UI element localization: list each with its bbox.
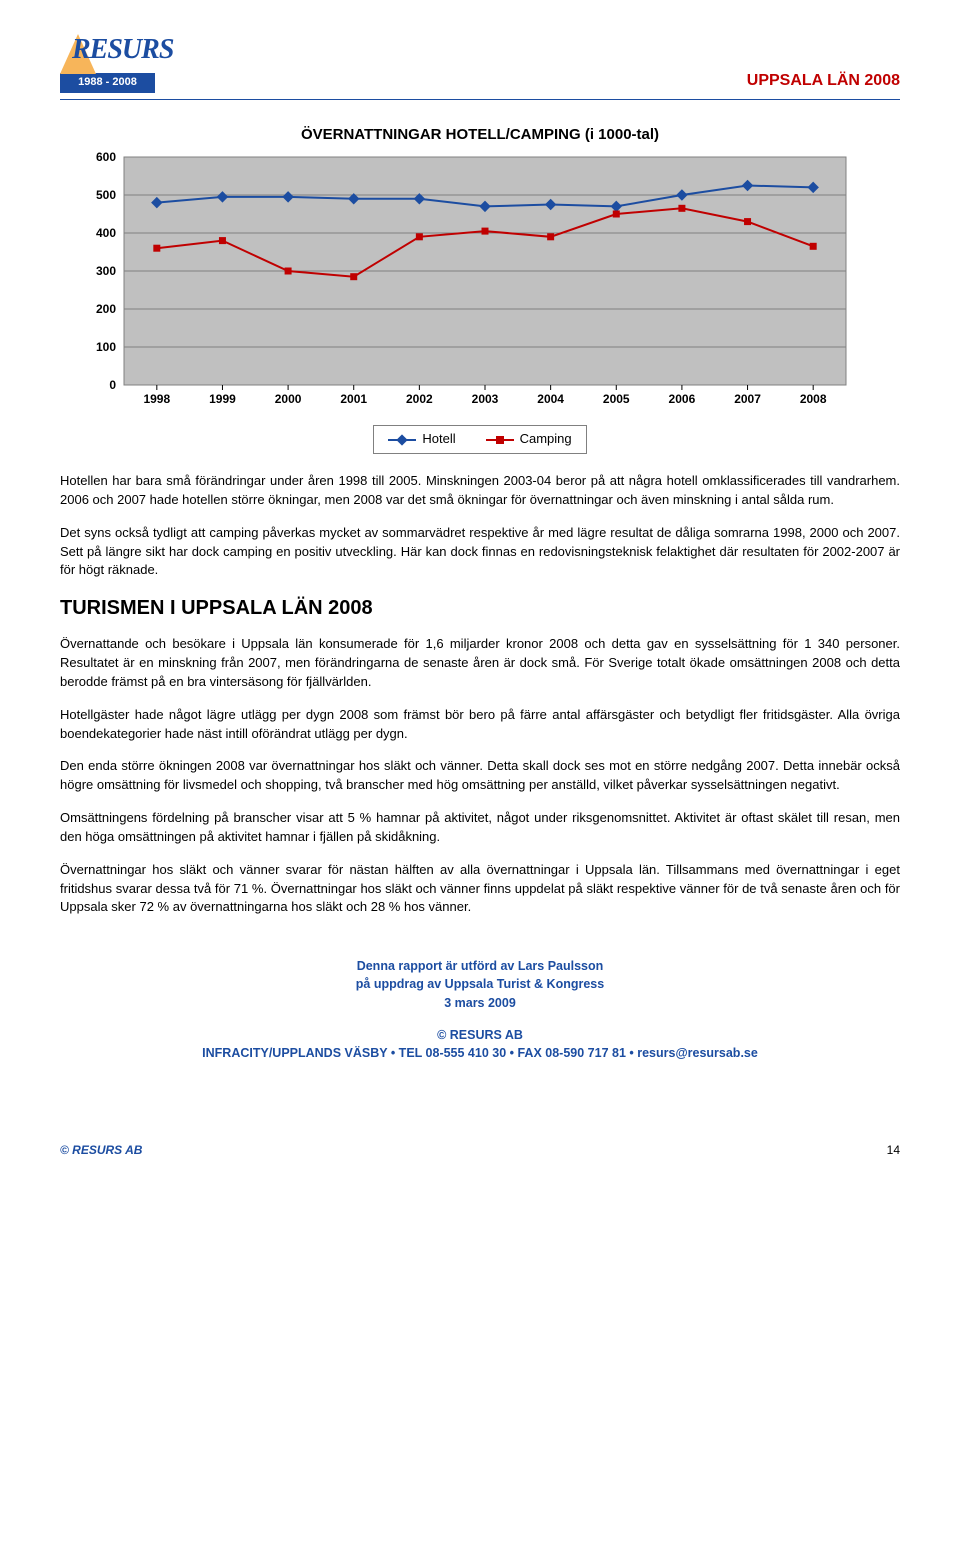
paragraph-7: Övernattningar hos släkt och vänner svar… [60, 861, 900, 918]
paragraph-5: Den enda större ökningen 2008 var överna… [60, 757, 900, 795]
chart-title: ÖVERNATTNINGAR HOTELL/CAMPING (i 1000-ta… [60, 124, 900, 146]
svg-text:400: 400 [96, 226, 116, 240]
svg-text:2002: 2002 [406, 392, 433, 406]
svg-text:1999: 1999 [209, 392, 236, 406]
paragraph-3: Övernattande och besökare i Uppsala län … [60, 635, 900, 692]
credits-line2: på uppdrag av Uppsala Turist & Kongress [60, 975, 900, 993]
header-divider [60, 99, 900, 100]
svg-text:500: 500 [96, 188, 116, 202]
section-title: TURISMEN I UPPSALA LÄN 2008 [60, 594, 900, 623]
svg-text:2006: 2006 [669, 392, 696, 406]
svg-text:2005: 2005 [603, 392, 630, 406]
line-chart-svg: 0 100 200 300 400 500 600 1998 1999 2000 2001 2002 2… [80, 151, 860, 411]
legend-hotell: Hotell [388, 430, 455, 449]
svg-text:1998: 1998 [143, 392, 170, 406]
svg-text:600: 600 [96, 151, 116, 164]
footer: © RESURS AB 14 [60, 1142, 900, 1159]
svg-text:200: 200 [96, 302, 116, 316]
page-header: RESURS 1988 - 2008 UPPSALA LÄN 2008 [60, 30, 900, 93]
legend-hotell-label: Hotell [422, 430, 455, 449]
paragraph-6: Omsättningens fördelning på branscher vi… [60, 809, 900, 847]
paragraph-4: Hotellgäster hade något lägre utlägg per… [60, 706, 900, 744]
credits-contact: INFRACITY/UPPLANDS VÄSBY • TEL 08-555 41… [60, 1044, 900, 1062]
legend-camping-label: Camping [520, 430, 572, 449]
paragraph-2: Det syns också tydligt att camping påver… [60, 524, 900, 581]
svg-text:2000: 2000 [275, 392, 302, 406]
svg-text:2008: 2008 [800, 392, 827, 406]
chart: 0 100 200 300 400 500 600 1998 1999 2000 2001 2002 2… [80, 151, 880, 417]
svg-text:2007: 2007 [734, 392, 761, 406]
svg-text:100: 100 [96, 340, 116, 354]
footer-left: © RESURS AB [60, 1142, 142, 1159]
credits-copyright: © RESURS AB [60, 1026, 900, 1044]
footer-page-number: 14 [887, 1142, 900, 1159]
svg-text:2004: 2004 [537, 392, 564, 406]
credits-line1: Denna rapport är utförd av Lars Paulsson [60, 957, 900, 975]
logo-brand: RESURS [72, 30, 173, 71]
svg-text:300: 300 [96, 264, 116, 278]
svg-text:2001: 2001 [340, 392, 367, 406]
logo: RESURS 1988 - 2008 [60, 30, 173, 93]
logo-years: 1988 - 2008 [60, 73, 155, 93]
chart-legend: Hotell Camping [373, 425, 586, 454]
paragraph-1: Hotellen har bara små förändringar under… [60, 472, 900, 510]
svg-text:2003: 2003 [472, 392, 499, 406]
credits: Denna rapport är utförd av Lars Paulsson… [60, 957, 900, 1062]
credits-line3: 3 mars 2009 [60, 994, 900, 1012]
svg-text:0: 0 [109, 378, 116, 392]
header-title: UPPSALA LÄN 2008 [747, 69, 900, 92]
legend-camping: Camping [486, 430, 572, 449]
